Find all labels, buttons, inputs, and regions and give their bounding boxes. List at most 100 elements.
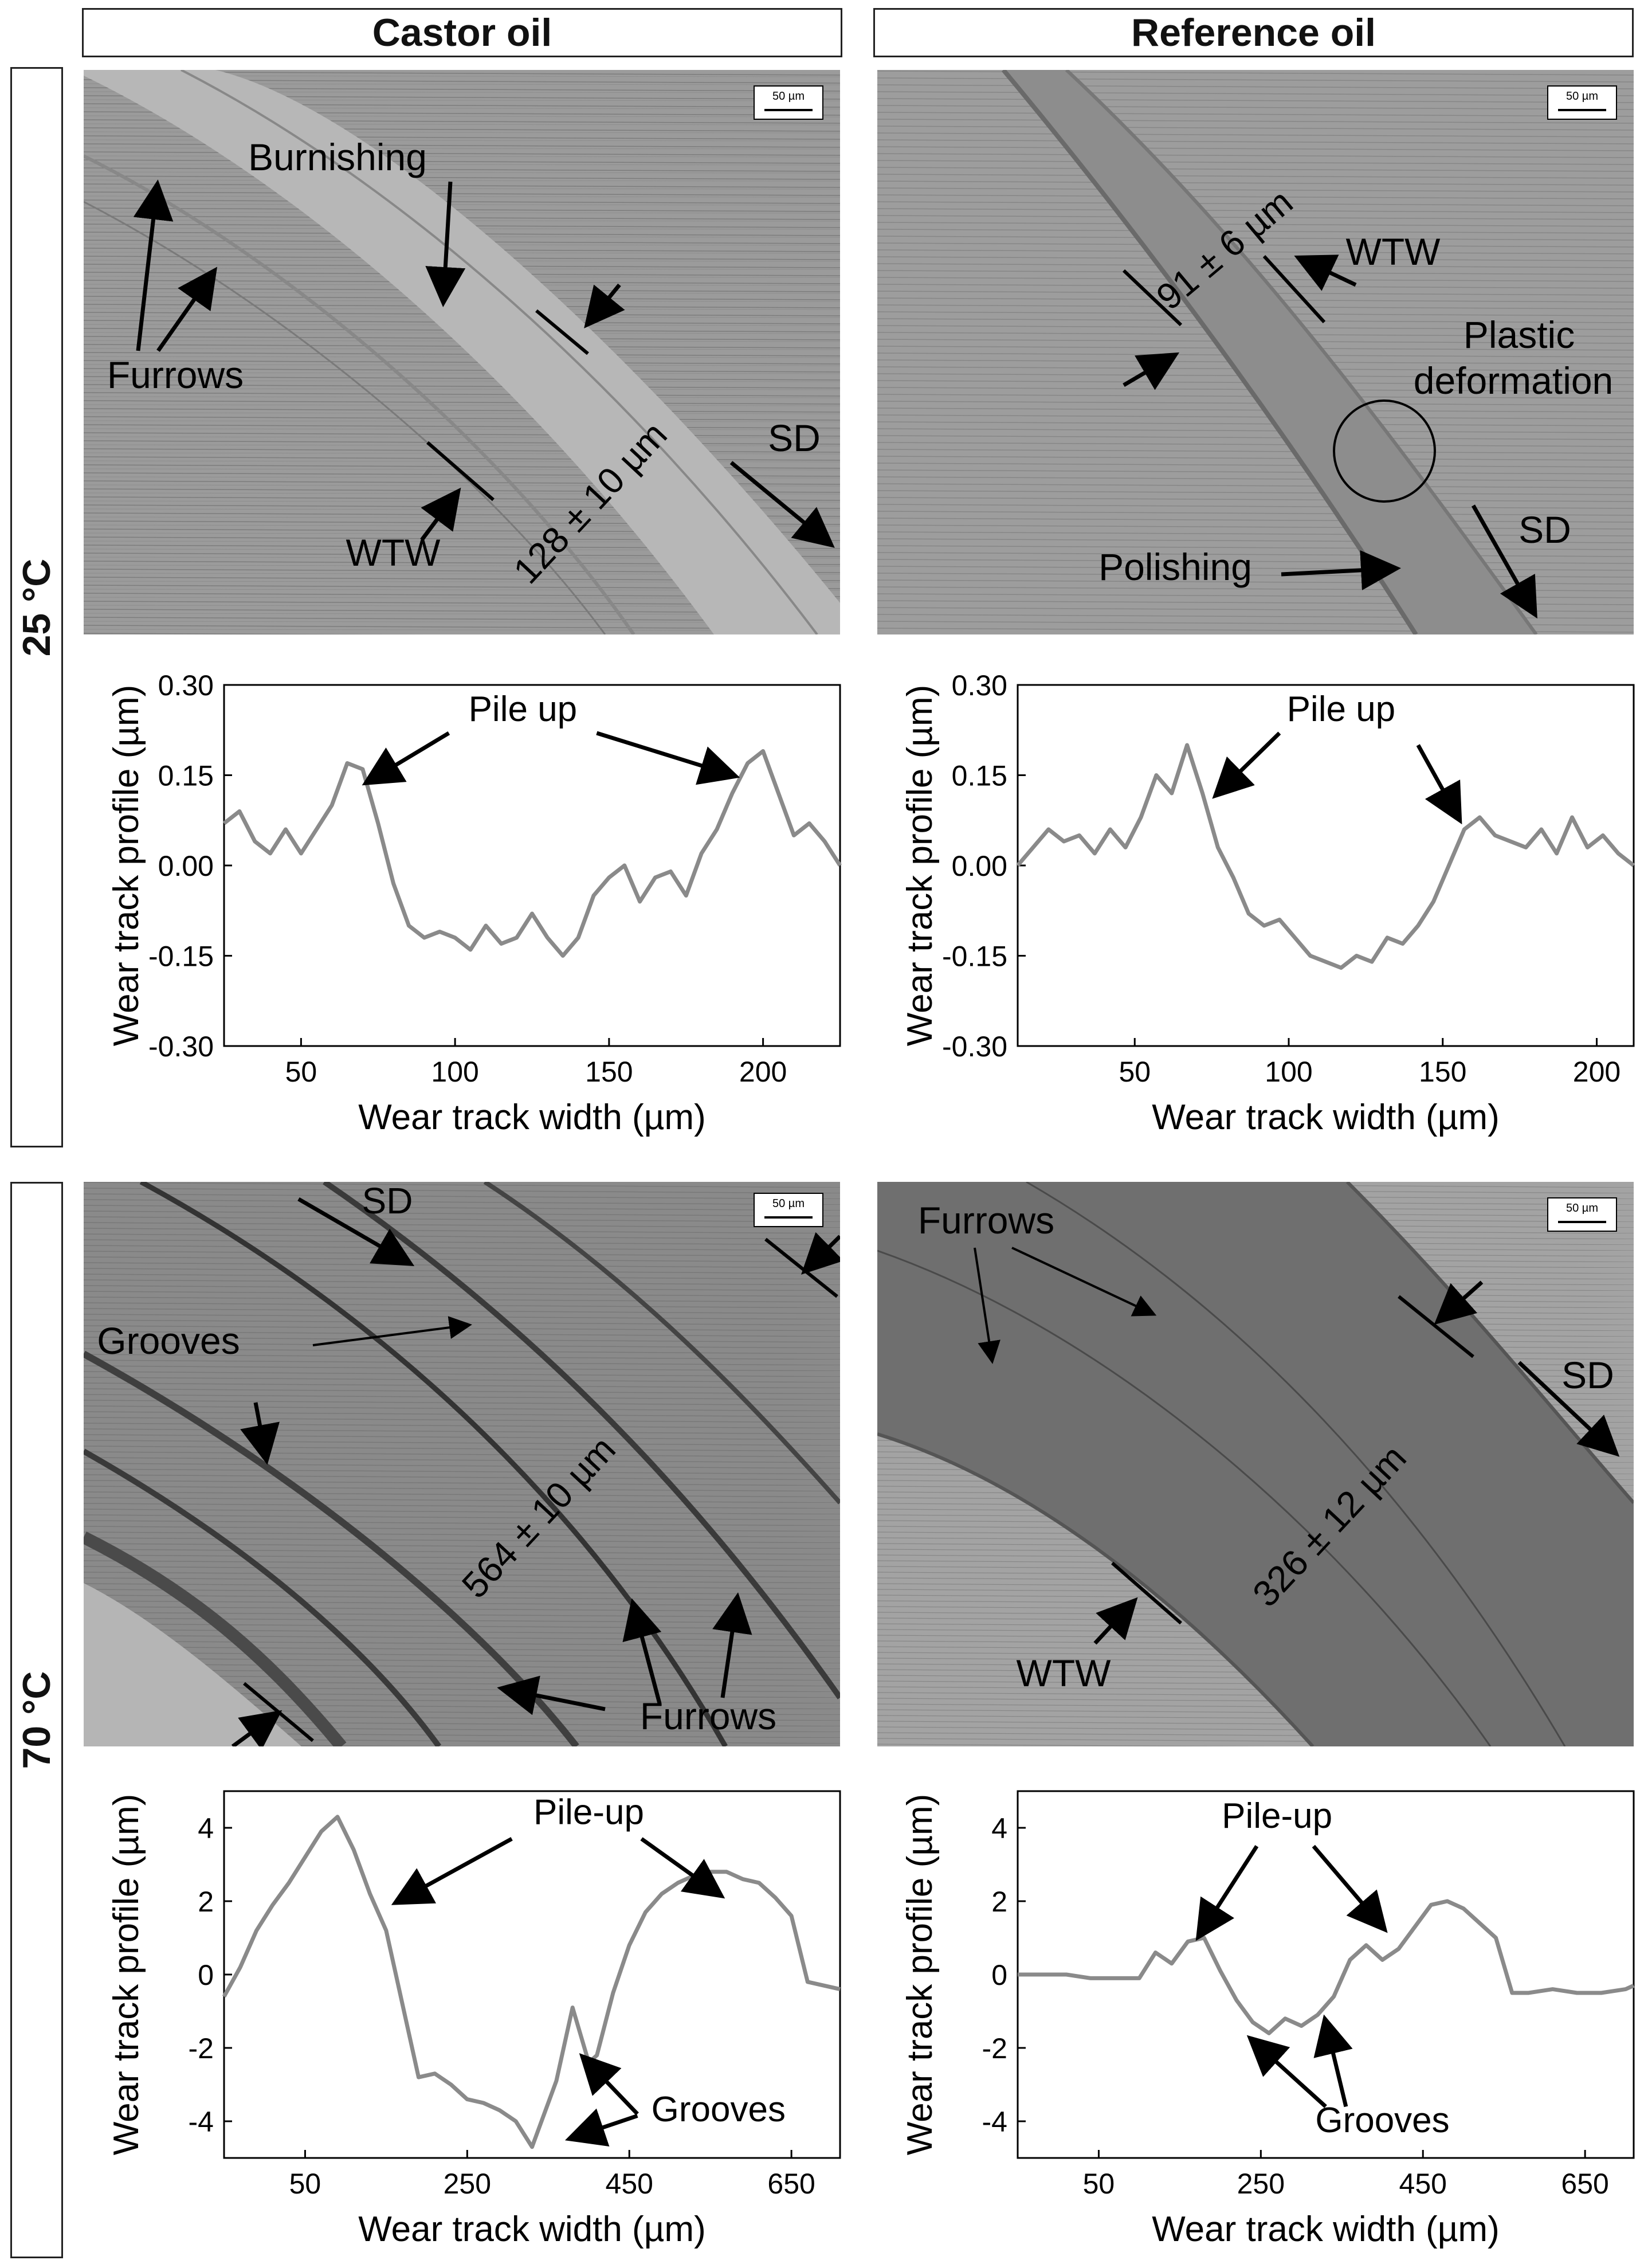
x-axis-label: Wear track width (µm)	[1152, 2210, 1499, 2249]
y-tick-label: 0	[991, 1959, 1007, 1991]
y-tick-label: 0.15	[952, 760, 1007, 792]
profile-plot-reference-70c: -4 -2 0 2 4 50 250 450 650 Wear track width (µm) W…	[877, 1765, 1639, 2264]
y-tick-label: 0.00	[952, 850, 1007, 882]
row-label-70c: 70 °C	[10, 1182, 63, 2258]
label-sd: SD	[362, 1182, 413, 1221]
annotation-arrow	[1246, 2035, 1327, 2108]
annotation-arrow	[362, 731, 450, 786]
x-tick-label: 100	[431, 1056, 478, 1088]
annotation-arrow	[1313, 2014, 1353, 2108]
annotation-arrow	[579, 2053, 639, 2116]
x-tick-label: 100	[1265, 1056, 1312, 1088]
label-wtw: WTW	[1017, 1652, 1112, 1694]
profile-plot-reference-25c: -0.30 -0.15 0.00 0.15 0.30 50 100 150 200 Wear tr…	[877, 659, 1639, 1152]
y-tick-label: 4	[991, 1812, 1007, 1844]
profile-line	[1018, 1899, 1635, 2035]
y-tick-label: -0.15	[148, 941, 214, 973]
y-tick-label: -4	[189, 2106, 214, 2138]
x-tick-label: 150	[585, 1056, 633, 1088]
label-sd: SD	[1519, 508, 1571, 551]
label-grooves: Grooves	[97, 1319, 240, 1362]
micrograph-reference-70c: 50 µm Furrows SD 326 ± 12 µm WTW	[877, 1182, 1634, 1746]
y-tick-label: -4	[982, 2106, 1007, 2138]
column-header-reference: Reference oil	[873, 8, 1634, 57]
x-tick-label: 50	[285, 1056, 317, 1088]
x-tick-label: 650	[1561, 2168, 1608, 2200]
label-deformation: deformation	[1414, 359, 1614, 402]
scalebar-label: 50 µm	[1566, 90, 1598, 103]
x-tick-label: 200	[739, 1056, 787, 1088]
annotation-arrow	[1212, 731, 1281, 799]
label-furrows: Furrows	[107, 354, 244, 396]
label-furrows: Furrows	[918, 1199, 1054, 1241]
x-tick-label: 650	[767, 2168, 815, 2200]
annotation-label: Pile up	[469, 690, 578, 729]
x-tick-label: 200	[1573, 1056, 1621, 1088]
annotation-arrow	[1312, 1844, 1388, 1933]
label-wtw: WTW	[1346, 230, 1441, 273]
annotation-label: Grooves	[1315, 2101, 1449, 2140]
row-label-70c-text: 70 °C	[15, 1671, 58, 1769]
scalebar-label: 50 µm	[772, 1197, 805, 1210]
plot-frame	[1017, 684, 1635, 1047]
row-label-25c-text: 25 °C	[15, 558, 58, 656]
label-sd: SD	[1561, 1354, 1614, 1396]
micrograph-castor-70c: 50 µm SD Grooves 564 ± 10 µm Furrows	[84, 1182, 840, 1746]
profile-plot-castor-25c: -0.30 -0.15 0.00 0.15 0.30 50 100 150 200 Wear tr…	[84, 659, 846, 1152]
x-tick-label: 450	[606, 2168, 653, 2200]
y-tick-label: 0.00	[158, 850, 214, 882]
y-tick-label: 4	[198, 1812, 214, 1844]
y-tick-label: 0.15	[158, 760, 214, 792]
label-burnishing: Burnishing	[248, 136, 427, 178]
profile-line	[222, 1815, 841, 2149]
profile-line	[1016, 743, 1635, 970]
y-tick-label: -0.30	[148, 1031, 214, 1063]
x-tick-label: 250	[444, 2168, 491, 2200]
x-tick-label: 50	[1083, 2168, 1115, 2200]
y-axis-label: Wear track profile (µm)	[107, 1794, 146, 2156]
scalebar-label: 50 µm	[772, 90, 805, 103]
label-sd: SD	[768, 417, 821, 459]
x-axis-label: Wear track width (µm)	[358, 1098, 705, 1137]
annotation-arrow	[1195, 1845, 1259, 1941]
x-tick-label: 150	[1419, 1056, 1466, 1088]
y-tick-label: 2	[991, 1886, 1007, 1918]
annotation-arrow	[391, 1837, 513, 1905]
annotation-label: Pile-up	[1222, 1796, 1332, 1836]
x-tick-label: 250	[1237, 2168, 1285, 2200]
y-axis-label: Wear track profile (µm)	[900, 685, 940, 1047]
annotation-label: Grooves	[652, 2090, 786, 2129]
label-plastic: Plastic	[1463, 314, 1575, 356]
micrograph-reference-25c: 50 µm 91 ± 6 µm WTW Plastic deformation …	[877, 70, 1634, 634]
y-tick-label: -2	[982, 2032, 1007, 2065]
y-tick-label: 0	[198, 1959, 214, 1991]
plot-frame	[223, 684, 841, 1047]
scalebar-label: 50 µm	[1566, 1202, 1598, 1215]
column-header-castor-label: Castor oil	[372, 11, 552, 54]
label-furrows: Furrows	[640, 1695, 776, 1737]
annotation-arrow	[640, 1837, 725, 1899]
annotation-arrow	[1416, 744, 1462, 825]
label-wtw: WTW	[346, 531, 441, 574]
x-axis-label: Wear track width (µm)	[358, 2210, 705, 2249]
annotation-label: Pile up	[1287, 690, 1396, 729]
y-tick-label: 0.30	[158, 669, 214, 702]
x-tick-label: 450	[1399, 2168, 1447, 2200]
label-polishing: Polishing	[1098, 546, 1252, 588]
annotation-arrow	[596, 731, 740, 785]
annotation-arrow	[564, 2108, 638, 2146]
profile-plot-castor-70c: -4 -2 0 2 4 50 250 450 650 Wear track width (µm) W…	[84, 1765, 846, 2264]
x-tick-label: 50	[1119, 1056, 1151, 1088]
y-tick-label: 0.30	[952, 669, 1007, 702]
profile-line	[222, 749, 842, 958]
x-axis-label: Wear track width (µm)	[1152, 1098, 1499, 1137]
micrograph-castor-25c: 50 µm Burnishing Furrows WTW 128 ± 10 µm…	[84, 70, 840, 634]
column-header-reference-label: Reference oil	[1131, 11, 1376, 54]
row-label-25c: 25 °C	[10, 67, 63, 1147]
column-header-castor: Castor oil	[82, 8, 842, 57]
y-tick-label: 2	[198, 1886, 214, 1918]
y-tick-label: -2	[189, 2032, 214, 2065]
y-tick-label: -0.30	[942, 1031, 1007, 1063]
y-axis-label: Wear track profile (µm)	[107, 685, 146, 1047]
